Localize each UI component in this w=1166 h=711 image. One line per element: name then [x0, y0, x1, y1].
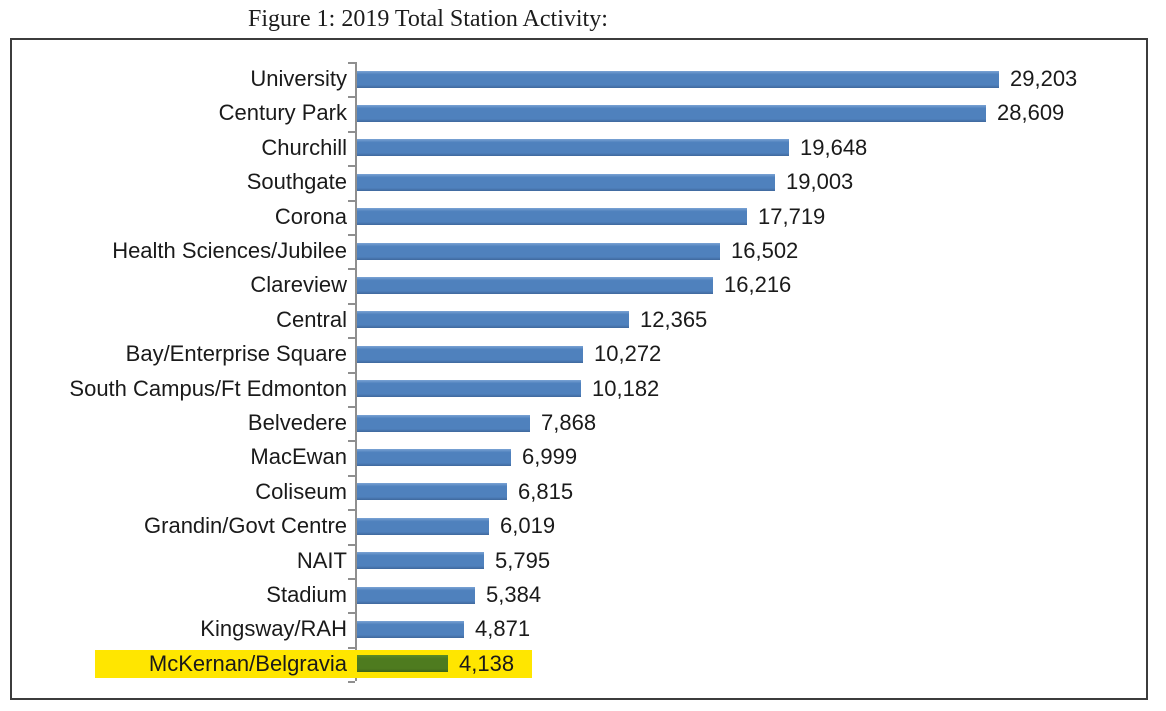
- chart-row: Coliseum 6,815: [12, 475, 1146, 509]
- category-label: South Campus/Ft Edmonton: [69, 375, 347, 401]
- value-label: 29,203: [1010, 66, 1078, 91]
- bar: [357, 621, 464, 639]
- category-label: Southgate: [246, 169, 347, 195]
- chart-row: South Campus/Ft Edmonton 10,182: [12, 372, 1146, 406]
- bar: [357, 517, 489, 535]
- chart-row: Kingsway/RAH 4,871: [12, 612, 1146, 646]
- axis-tick: [348, 268, 355, 271]
- axis-tick: [348, 199, 355, 202]
- bar: [357, 586, 475, 604]
- chart-row: NAIT 5,795: [12, 544, 1146, 578]
- category-label: Corona: [274, 203, 347, 229]
- category-label: Belvedere: [247, 410, 347, 435]
- value-label: 7,868: [541, 410, 597, 435]
- axis-tick: [348, 130, 355, 133]
- bar: [357, 105, 986, 123]
- chart-row: Bay/Enterprise Square 10,272: [12, 337, 1146, 371]
- value-label: 4,871: [475, 616, 531, 642]
- value-label: 6,815: [518, 478, 574, 504]
- category-label: MacEwan: [250, 444, 347, 470]
- bar: [357, 242, 720, 260]
- bar: [357, 311, 629, 329]
- chart-row: Grandin/Govt Centre 6,019: [12, 509, 1146, 543]
- chart-row: Southgate 19,003: [12, 165, 1146, 199]
- value-label: 6,019: [500, 513, 556, 539]
- y-axis-line: [355, 62, 357, 682]
- category-label: Bay/Enterprise Square: [125, 341, 347, 367]
- bar: [357, 414, 530, 432]
- category-label: Coliseum: [255, 478, 347, 504]
- chart-row: Churchill 19,648: [12, 131, 1146, 165]
- value-label: 12,365: [640, 306, 708, 332]
- chart-row: Belvedere 7,868: [12, 406, 1146, 440]
- chart-row: Century Park 28,609: [12, 96, 1146, 130]
- highlighted-bar: [357, 655, 448, 673]
- axis-tick: [348, 612, 355, 615]
- category-label: Stadium: [266, 582, 347, 607]
- chart-row: Clareview 16,216: [12, 268, 1146, 302]
- axis-tick: [348, 681, 355, 684]
- bar: [357, 345, 583, 363]
- bar: [357, 173, 775, 191]
- chart-row: University 29,203: [12, 62, 1146, 96]
- axis-tick: [348, 474, 355, 477]
- bar: [357, 483, 507, 501]
- chart-row: MacEwan 6,999: [12, 440, 1146, 474]
- value-label: 5,795: [495, 547, 551, 573]
- bar: [357, 380, 581, 398]
- value-label: 16,502: [731, 238, 799, 263]
- bar: [357, 552, 484, 570]
- bar: [357, 449, 511, 467]
- category-label: Health Sciences/Jubilee: [112, 238, 347, 263]
- value-label: 16,216: [724, 272, 792, 298]
- value-label: 19,003: [786, 169, 854, 195]
- bar: [357, 70, 999, 88]
- plot-area: University 29,203 Century Park 28,609 Church…: [12, 40, 1146, 698]
- value-label: 4,138: [459, 650, 515, 676]
- bar: [357, 139, 789, 157]
- axis-tick: [348, 509, 355, 512]
- value-label: 28,609: [997, 100, 1065, 126]
- axis-tick: [348, 165, 355, 168]
- value-label: 5,384: [486, 582, 542, 607]
- chart-row: Stadium 5,384: [12, 578, 1146, 612]
- category-label: NAIT: [296, 547, 347, 573]
- value-label: 10,272: [594, 341, 662, 367]
- category-label: Churchill: [261, 134, 347, 160]
- axis-tick: [348, 543, 355, 546]
- value-label: 10,182: [592, 375, 660, 401]
- chart-row: Health Sciences/Jubilee 16,502: [12, 234, 1146, 268]
- axis-tick: [348, 578, 355, 580]
- category-label: Central: [276, 306, 347, 332]
- category-label: Grandin/Govt Centre: [144, 513, 347, 539]
- value-label: 6,999: [522, 444, 578, 470]
- highlight-band: [95, 649, 532, 678]
- value-label: 17,719: [758, 203, 826, 229]
- axis-tick: [348, 234, 355, 236]
- axis-tick: [348, 440, 355, 443]
- category-label: University: [250, 66, 347, 91]
- bar: [357, 208, 747, 226]
- axis-tick: [348, 96, 355, 99]
- figure-title: Figure 1: 2019 Total Station Activity:: [248, 6, 608, 32]
- chart-row: Corona 17,719: [12, 200, 1146, 234]
- axis-tick: [348, 337, 355, 340]
- axis-tick: [348, 62, 355, 64]
- axis-tick: [348, 646, 355, 649]
- bar: [357, 277, 713, 295]
- category-label: Clareview: [250, 272, 347, 298]
- axis-tick: [348, 406, 355, 408]
- chart-row: Central 12,365: [12, 303, 1146, 337]
- category-label: McKernan/Belgravia: [148, 650, 347, 676]
- category-label: Century Park: [218, 100, 347, 126]
- chart-row: McKernan/Belgravia 4,138: [12, 647, 1146, 681]
- axis-tick: [348, 302, 355, 305]
- value-label: 19,648: [800, 134, 868, 160]
- axis-tick: [348, 371, 355, 374]
- category-label: Kingsway/RAH: [200, 616, 347, 642]
- chart-frame: University 29,203 Century Park 28,609 Church…: [10, 38, 1148, 700]
